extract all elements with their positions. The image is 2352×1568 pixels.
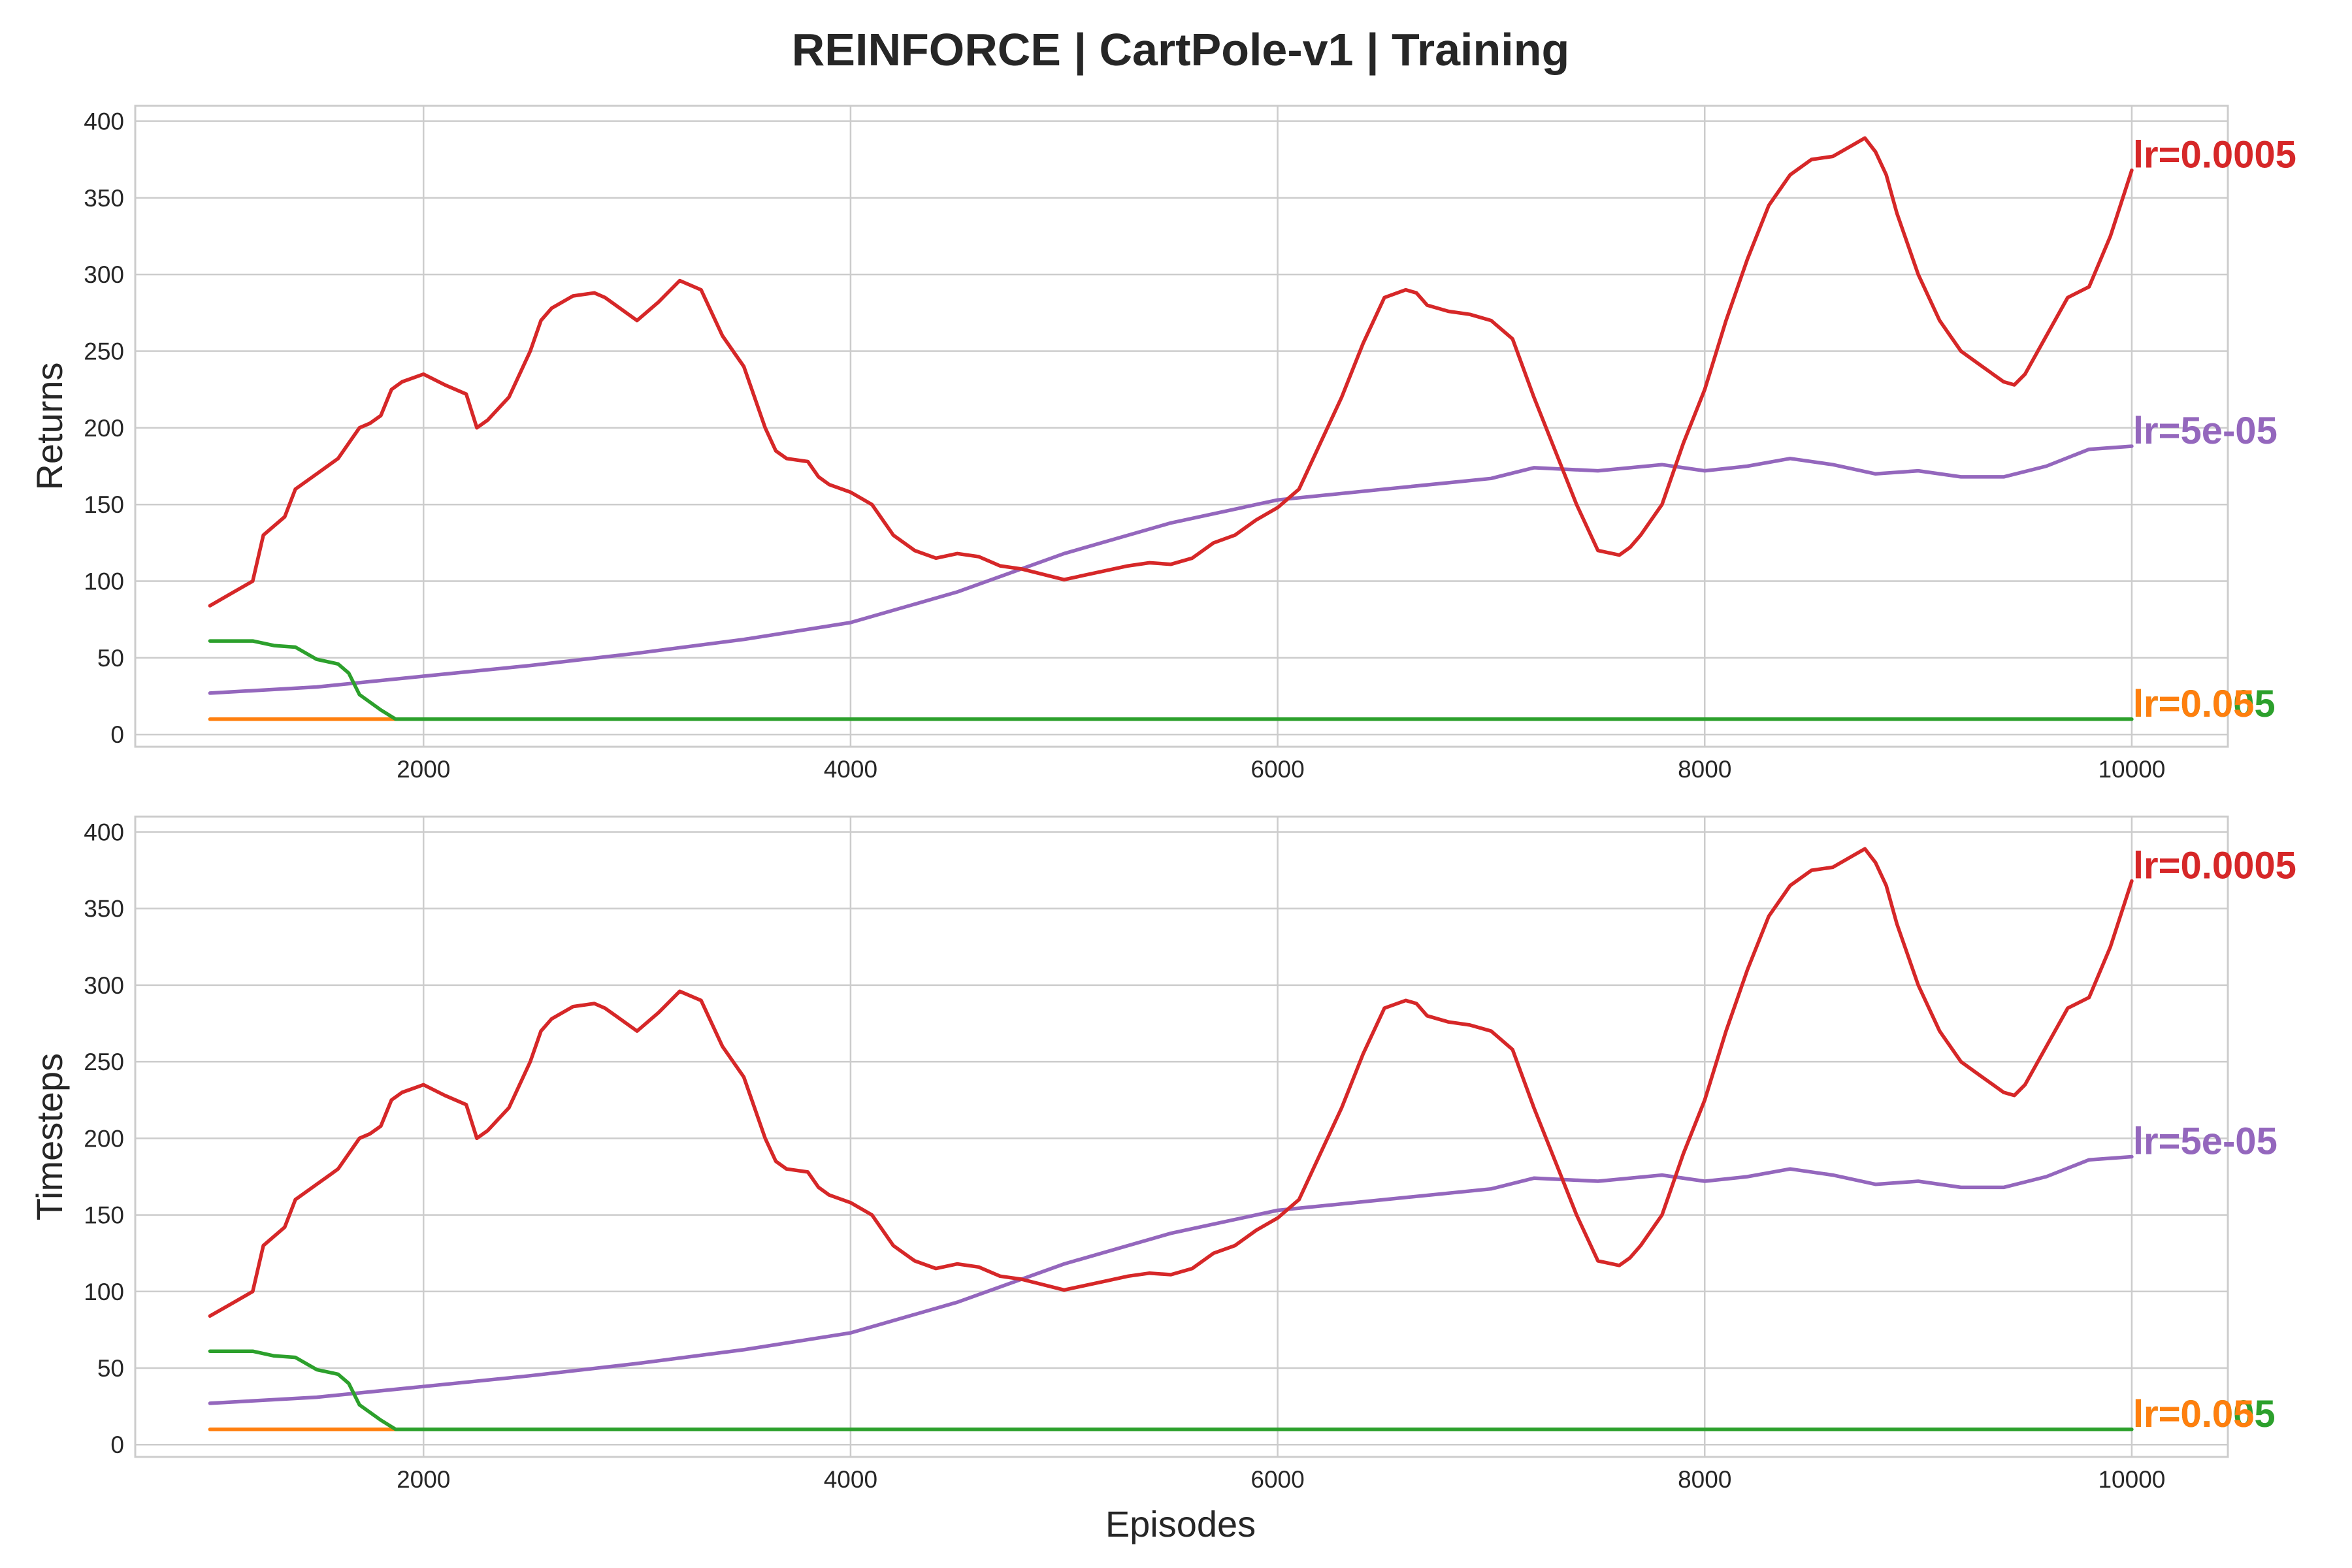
end-label-lr=0.005: lr=0.005	[2133, 683, 2276, 725]
panel-1: 2000 4000 6000 8000 10000 0 50 100 150 200 250 300 3…	[29, 105, 2296, 783]
y-tick-label: 400	[84, 108, 124, 135]
y-tick-label: 400	[84, 819, 124, 845]
end-label-lr=0.0005: lr=0.0005	[2133, 134, 2296, 176]
y-tick-label: 100	[84, 1279, 124, 1305]
series-line-lr=5e-05	[208, 444, 2134, 695]
end-label-lr=5e-05: lr=5e-05	[2133, 410, 2278, 452]
end-label-lr=0.0005: lr=0.0005	[2133, 844, 2296, 887]
y-tick-label: 350	[84, 896, 124, 923]
y-tick-label: 350	[84, 185, 124, 212]
y-tick-label: 300	[84, 261, 124, 288]
end-label-lr=0.005: lr=0.005	[2133, 1393, 2276, 1435]
end-label-lr=0.05: lr=0.05	[2133, 683, 2254, 725]
x-axis-label: Episodes	[1105, 1503, 1256, 1544]
y-tick-label: 300	[84, 972, 124, 999]
series-line-lr=0.005	[208, 1349, 2134, 1431]
x-tick-label: 6000	[1250, 756, 1304, 783]
end-label-lr=0.05: lr=0.05	[2133, 1393, 2254, 1435]
panel-2: 2000 4000 6000 8000 10000 0 50 100 150 200 250 300 3…	[29, 815, 2296, 1493]
y-tick-label: 100	[84, 568, 124, 595]
x-tick-label: 8000	[1678, 756, 1731, 783]
x-tick-label: 10000	[2098, 1466, 2165, 1493]
plot-area	[134, 815, 2229, 1458]
plot-area	[134, 105, 2229, 748]
y-tick-label: 50	[97, 645, 124, 672]
y-tick-label: 250	[84, 1049, 124, 1075]
y-tick-label: 250	[84, 338, 124, 365]
x-tick-label: 2000	[397, 756, 450, 783]
series-line-lr=0.0005	[208, 136, 2134, 608]
chart-title: REINFORCE | CartPole-v1 | Training	[792, 24, 1569, 76]
y-axis-label: Returns	[29, 362, 70, 490]
x-tick-label: 4000	[824, 756, 877, 783]
series-line-lr=5e-05	[208, 1154, 2134, 1405]
y-tick-label: 0	[110, 1431, 124, 1458]
series-line-lr=0.005	[208, 639, 2134, 721]
y-tick-label: 0	[110, 721, 124, 748]
y-tick-label: 150	[84, 1202, 124, 1229]
x-tick-label: 8000	[1678, 1466, 1731, 1493]
end-label-lr=5e-05: lr=5e-05	[2133, 1120, 2278, 1162]
y-axis-label: Timesteps	[29, 1053, 70, 1220]
y-tick-label: 150	[84, 491, 124, 518]
x-tick-label: 10000	[2098, 756, 2165, 783]
x-tick-label: 6000	[1250, 1466, 1304, 1493]
series-line-lr=0.0005	[208, 847, 2134, 1318]
y-tick-label: 50	[97, 1355, 124, 1382]
x-tick-label: 2000	[397, 1466, 450, 1493]
y-tick-label: 200	[84, 1125, 124, 1152]
y-tick-label: 200	[84, 415, 124, 442]
x-tick-label: 4000	[824, 1466, 877, 1493]
